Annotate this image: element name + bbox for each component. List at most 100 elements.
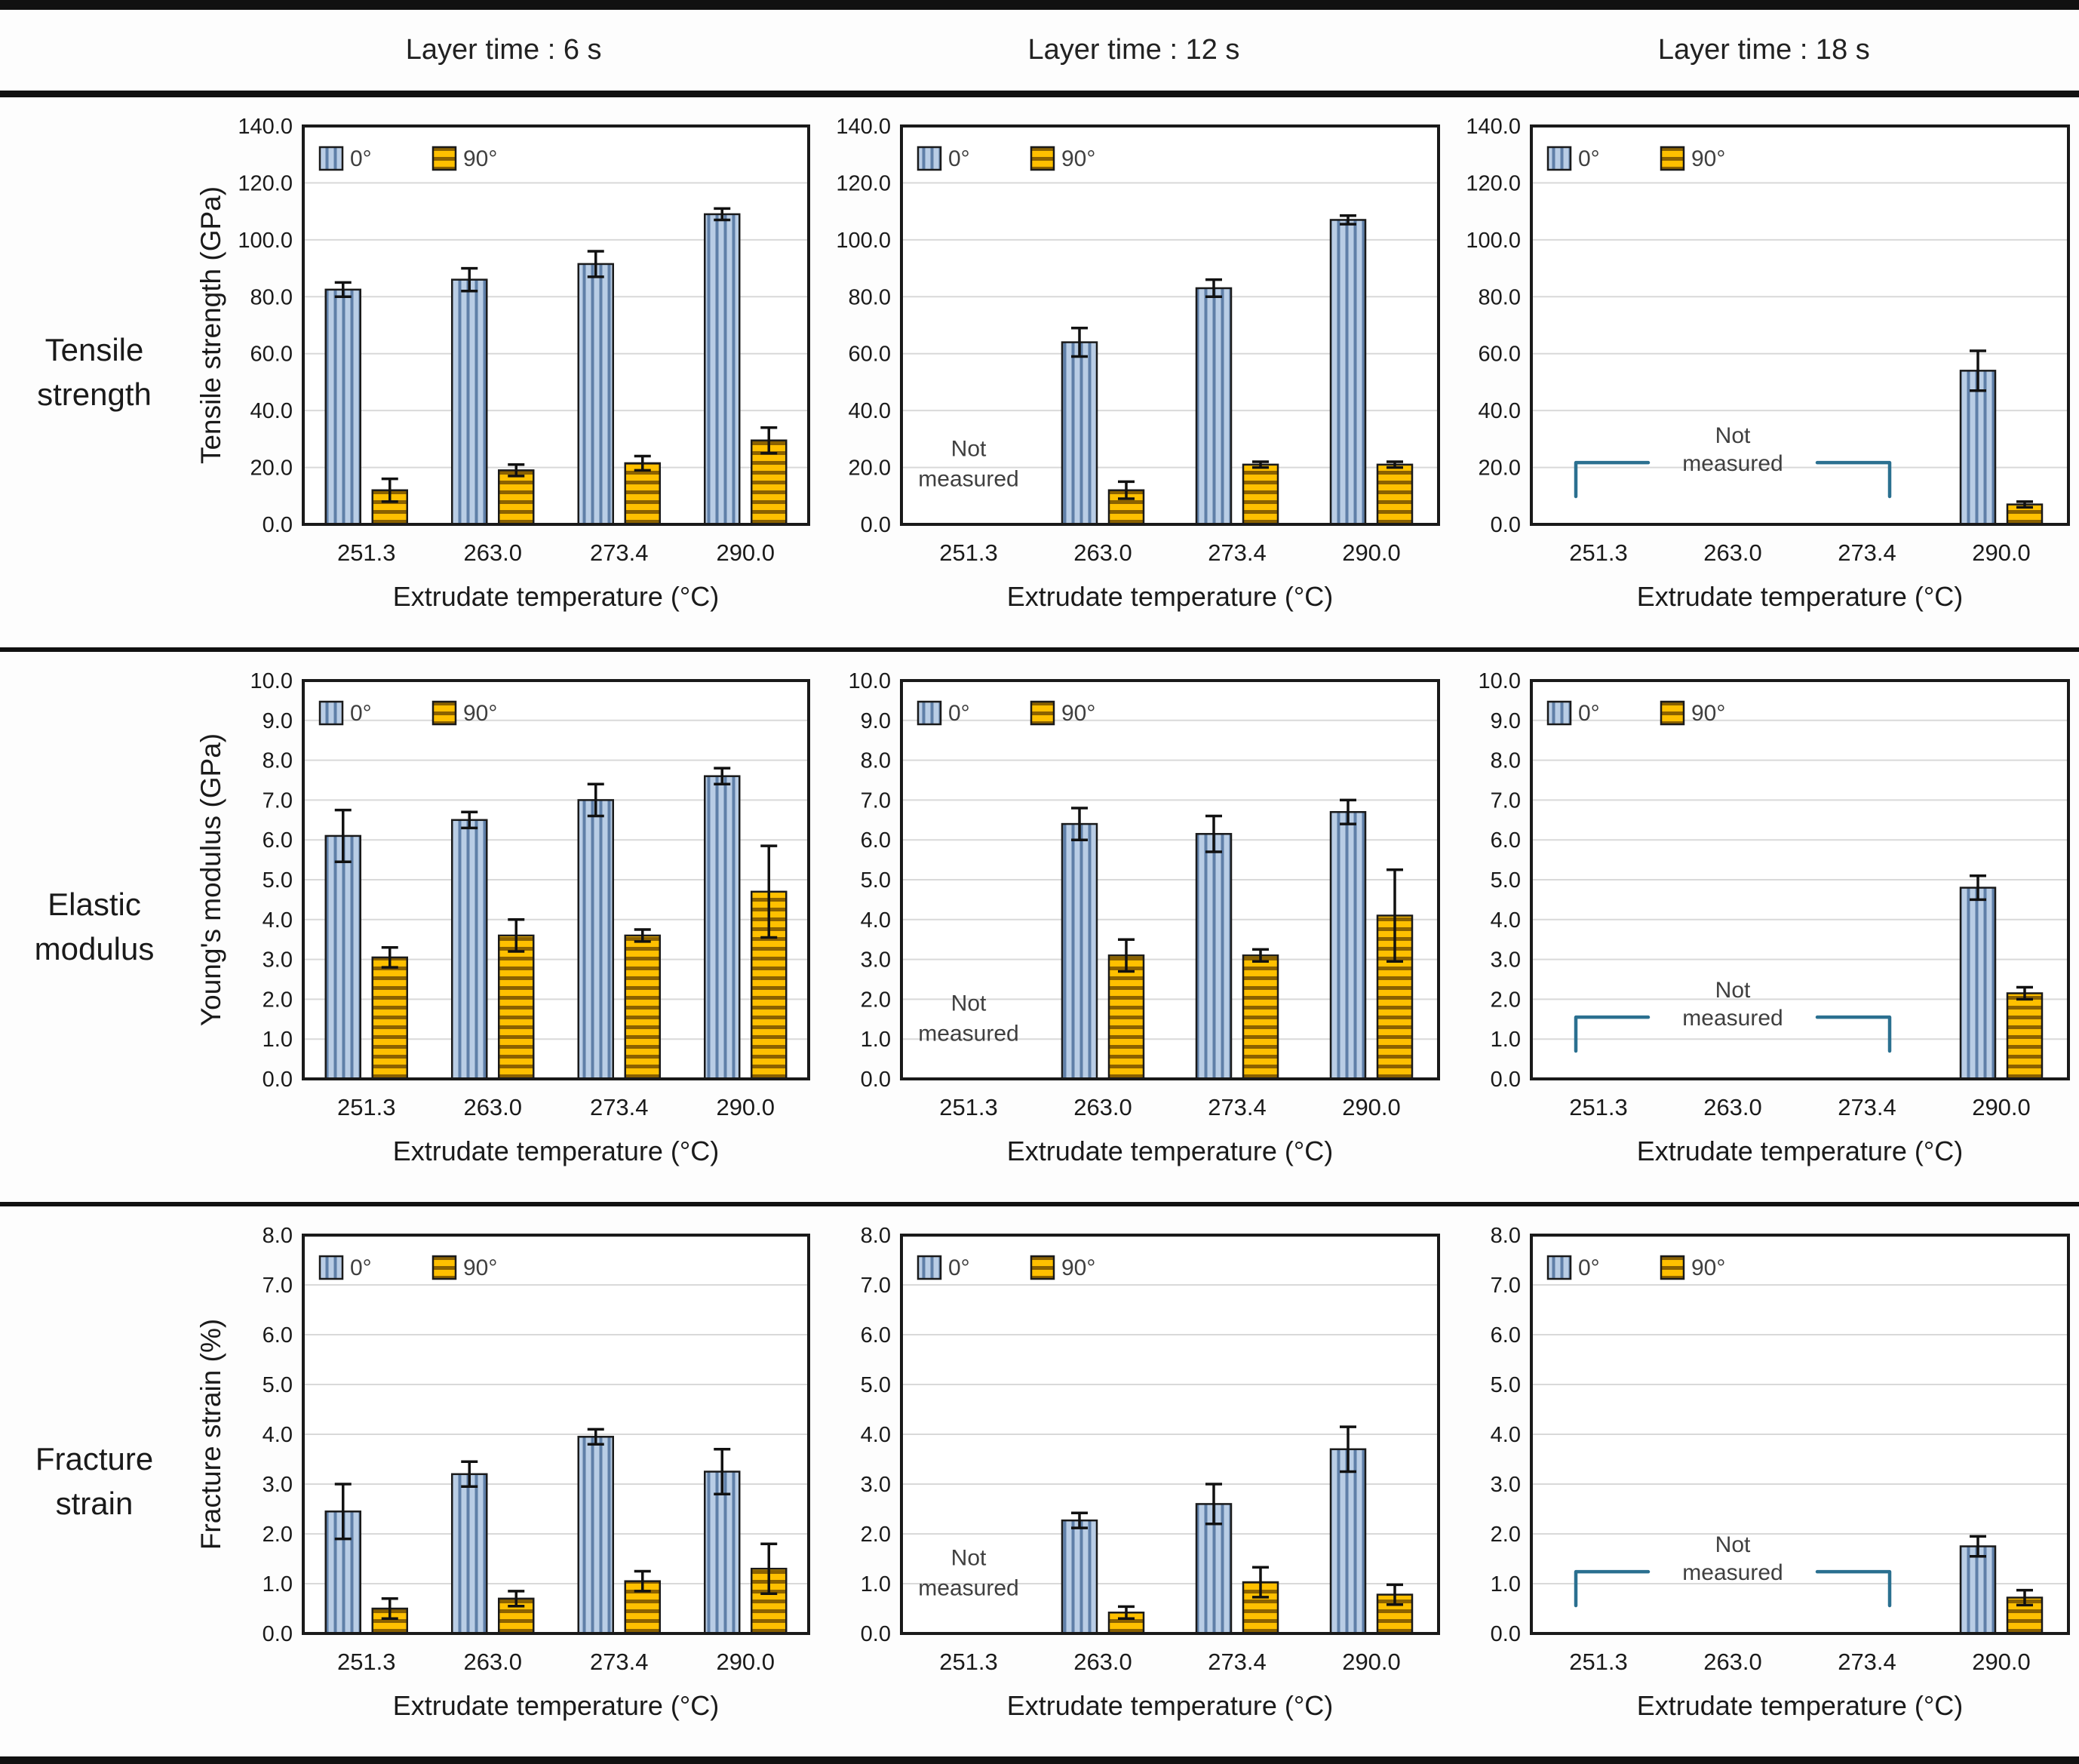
not-measured-annotation: Not measured <box>1683 1532 1783 1585</box>
error-bar <box>1070 1511 1088 1529</box>
y-tick-label: 1.0 <box>262 1572 292 1597</box>
y-tick-label: 20.0 <box>250 456 292 480</box>
bar-0deg <box>1195 832 1233 1080</box>
y-tick-label: 0.0 <box>262 513 292 537</box>
bar-90deg <box>1107 954 1145 1080</box>
error-bar <box>713 207 730 221</box>
bar-0deg <box>703 213 741 525</box>
y-tick-label: 4.0 <box>262 1423 292 1447</box>
bar-0deg <box>1195 287 1233 525</box>
not-measured-text: measured <box>918 1021 1018 1046</box>
error-bars <box>334 207 777 503</box>
legend-swatch-90deg <box>431 1255 456 1280</box>
x-axis: 251.3 263.0 273.4 290.0 <box>939 539 1401 566</box>
legend-label: 90° <box>463 701 497 726</box>
plot-border <box>1530 124 2071 526</box>
row-fracture-strain: Fracture strain 0.0 1.0 2.0 3.0 4.0 5.0 6.0 7.0… <box>0 1206 2079 1756</box>
bar-0deg <box>703 1470 741 1634</box>
y-tick-label: 0.0 <box>861 1622 891 1646</box>
bar-0deg <box>1329 810 1367 1080</box>
y-axis: 0.0 1.0 2.0 3.0 4.0 5.0 6.0 7.0 8.0 9.0 10.0 <box>250 669 292 1092</box>
bar-90deg <box>1242 954 1279 1080</box>
legend-swatch-90deg <box>1030 1255 1055 1280</box>
y-tick-label: 5.0 <box>262 1373 292 1397</box>
legend-label: 90° <box>463 146 497 171</box>
plot-border <box>301 124 810 526</box>
legend-swatch-90deg <box>431 700 456 725</box>
x-tick-label: 273.4 <box>1838 1094 1897 1120</box>
y-tick-label: 0.0 <box>861 1068 891 1092</box>
legend-swatch-90deg <box>1660 700 1685 725</box>
bar-0deg <box>1960 886 1997 1080</box>
not-measured-text: Not <box>1715 978 1751 1003</box>
y-tick-label: 0.0 <box>262 1622 292 1646</box>
y-tick-label: 6.0 <box>1491 1323 1521 1348</box>
y-tick-label: 8.0 <box>1491 748 1521 773</box>
error-bar <box>760 844 777 939</box>
chart-fracture-18s: 0.0 1.0 2.0 3.0 4.0 5.0 6.0 7.0 8.0 Not measured 0°… <box>1491 1224 2071 1721</box>
y-tick-label: 80.0 <box>1479 285 1521 309</box>
legend-label: 90° <box>1061 1255 1095 1280</box>
y-axis: 0.0 20.0 40.0 60.0 80.0 100.0 120.0 140.0 <box>238 115 293 537</box>
y-tick-label: 8.0 <box>861 1224 891 1248</box>
x-tick-label: 290.0 <box>1973 1649 2031 1675</box>
error-bar <box>1251 948 1269 963</box>
x-axis-title: Extrudate temperature (°C) <box>1637 581 1964 612</box>
error-bar <box>587 782 604 817</box>
bar-90deg <box>624 934 661 1080</box>
legend: 0° 90° <box>917 700 1095 726</box>
y-tick-label: 1.0 <box>861 1572 891 1597</box>
bar-0deg <box>577 263 614 525</box>
not-measured-bracket <box>1574 1569 1892 1607</box>
error-bar <box>1386 868 1403 963</box>
not-measured-text: measured <box>1683 1560 1783 1585</box>
bar-0deg <box>1061 340 1098 525</box>
y-tick-label: 5.0 <box>1491 1373 1521 1397</box>
error-bar <box>1117 937 1135 973</box>
error-bars <box>1070 214 1403 500</box>
bar-0deg <box>1061 1519 1098 1634</box>
x-axis-title: Extrudate temperature (°C) <box>392 581 719 612</box>
bar-0deg <box>1960 369 1997 525</box>
bars <box>1061 218 1414 525</box>
error-bar <box>1970 874 1987 901</box>
x-axis: 251.3 263.0 273.4 290.0 <box>337 1649 775 1675</box>
error-bar <box>760 426 777 454</box>
bar-0deg <box>324 288 361 525</box>
error-bars <box>1070 1424 1403 1620</box>
y-tick-label: 2.0 <box>1491 1523 1521 1547</box>
x-tick-label: 273.4 <box>590 1649 649 1675</box>
bar-90deg <box>497 469 535 525</box>
x-tick-label: 263.0 <box>1073 1649 1132 1675</box>
error-bar <box>334 808 352 863</box>
bar-0deg <box>703 774 741 1080</box>
error-bar <box>1339 798 1356 825</box>
legend: 0° 90° <box>318 700 497 726</box>
error-bar <box>634 454 651 472</box>
x-tick-label: 251.3 <box>939 1649 998 1675</box>
y-tick-label: 4.0 <box>861 908 891 932</box>
error-bar <box>1117 480 1135 500</box>
not-measured-text: Not <box>951 1545 987 1570</box>
y-tick-label: 9.0 <box>861 708 891 733</box>
error-bar <box>1117 1605 1135 1620</box>
y-tick-label: 8.0 <box>262 1224 292 1248</box>
x-tick-label: 251.3 <box>337 1649 396 1675</box>
y-tick-label: 120.0 <box>1466 171 1522 195</box>
chart-tensile-18s: 0.0 20.0 40.0 60.0 80.0 100.0 120.0 140.0 Not mea… <box>1466 115 2071 612</box>
column-header-layer-time-6s: Layer time : 6 s <box>405 34 602 66</box>
not-measured-annotation: Not measured <box>918 991 1018 1046</box>
bar-0deg <box>450 819 488 1080</box>
y-tick-label: 7.0 <box>861 1274 891 1298</box>
y-tick-label: 100.0 <box>238 228 293 252</box>
y-tick-label: 3.0 <box>1491 948 1521 972</box>
error-bars <box>1970 1535 2034 1606</box>
error-bar <box>634 1569 651 1593</box>
row-label-fracture-strain: Fracture strain <box>35 1440 154 1521</box>
bar-0deg <box>324 834 361 1080</box>
y-tick-label: 4.0 <box>861 1423 891 1447</box>
plot-border <box>1530 678 2071 1080</box>
legend-label: 90° <box>1691 701 1725 726</box>
legend-label: 0° <box>350 701 372 726</box>
y-tick-label: 2.0 <box>262 1523 292 1547</box>
